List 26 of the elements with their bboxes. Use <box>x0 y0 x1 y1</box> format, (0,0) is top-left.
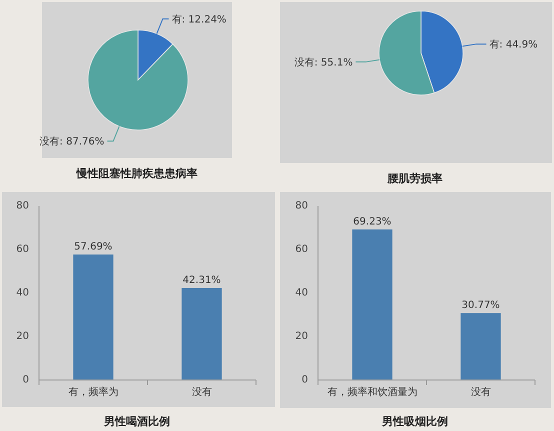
data-label: 42.31% <box>182 274 221 286</box>
y-tick-label: 0 <box>22 374 29 386</box>
slice-label: 没有: 87.76% <box>40 136 104 148</box>
y-tick-label: 80 <box>16 200 29 212</box>
data-label: 69.23% <box>353 216 392 228</box>
x-tick-label: 有，频率为 <box>68 386 118 398</box>
data-label: 30.77% <box>462 300 500 312</box>
y-tick-label: 60 <box>295 244 308 255</box>
y-tick-label: 20 <box>295 331 308 342</box>
x-tick-label: 有，频率和饮酒量为 <box>327 386 418 398</box>
y-tick-label: 20 <box>16 331 29 342</box>
text: 腰肌劳损率 <box>386 172 442 185</box>
slice-label: 没有: 55.1% <box>294 56 353 68</box>
y-tick-label: 0 <box>302 374 308 386</box>
y-tick-label: 80 <box>295 200 308 212</box>
slice-label: 有: 44.9% <box>489 38 538 51</box>
y-tick-label: 40 <box>295 288 308 298</box>
slice-label: 有: 12.24% <box>172 13 226 26</box>
data-label: 57.69% <box>74 242 112 253</box>
x-tick-label: 没有 <box>470 386 491 398</box>
y-tick-label: 60 <box>16 244 29 255</box>
text: 慢性阻塞性肺疾患患病率 <box>76 167 198 180</box>
x-tick-label: 没有 <box>192 386 212 398</box>
text: 男性喝酒比例 <box>103 415 170 428</box>
y-tick-label: 40 <box>16 288 29 298</box>
text: 男性吸烟比例 <box>381 415 448 428</box>
